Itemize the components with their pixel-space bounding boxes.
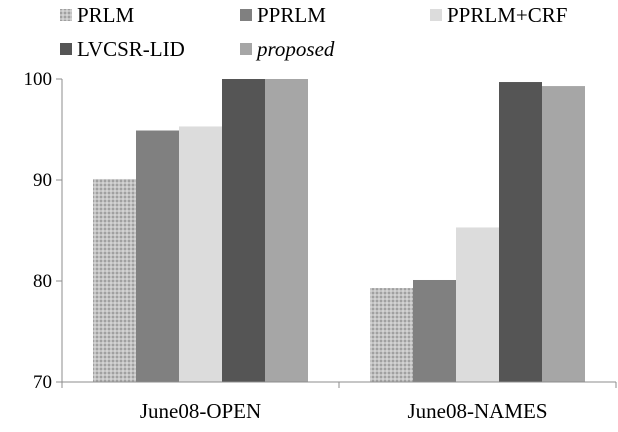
legend-swatch-proposed bbox=[240, 43, 252, 55]
legend-swatch-lvcsr-lid bbox=[60, 43, 72, 55]
y-tick-label: 90 bbox=[33, 170, 52, 191]
y-axis-ticks: 70 80 90 100 bbox=[24, 69, 62, 393]
bars bbox=[93, 79, 585, 382]
bar-proposed-june08-names bbox=[542, 86, 585, 382]
legend-swatch-pprlm-crf bbox=[430, 9, 442, 21]
bar-lvcsr-lid-june08-names bbox=[499, 82, 542, 382]
y-tick-label: 80 bbox=[33, 271, 52, 292]
legend-swatch-prlm bbox=[60, 9, 72, 21]
bar-lvcsr-lid-june08-open bbox=[222, 79, 265, 382]
legend-swatch-pprlm bbox=[240, 9, 252, 21]
bar-pprlm-june08-open bbox=[136, 130, 179, 382]
legend-label-proposed: proposed bbox=[255, 37, 335, 61]
legend: PRLM PPRLM PPRLM+CRF LVCSR-LID proposed bbox=[60, 3, 567, 61]
y-tick-label: 70 bbox=[33, 372, 52, 393]
bar-prlm-june08-names bbox=[370, 288, 413, 382]
legend-label-pprlm-crf: PPRLM+CRF bbox=[447, 3, 567, 27]
bar-pprlm-crf-june08-names bbox=[456, 227, 499, 382]
category-label: June08-NAMES bbox=[408, 399, 548, 423]
bar-pprlm-june08-names bbox=[413, 279, 456, 382]
bar-prlm-june08-open bbox=[93, 178, 136, 382]
category-label: June08-OPEN bbox=[140, 399, 261, 423]
bar-proposed-june08-open bbox=[265, 79, 308, 382]
legend-label-prlm: PRLM bbox=[77, 3, 135, 27]
x-axis-ticks: June08-OPEN June08-NAMES bbox=[61, 382, 617, 423]
legend-label-pprlm: PPRLM bbox=[257, 3, 326, 27]
plot-area: 70 80 90 100 June08-OPEN June08-NAMES bbox=[24, 69, 617, 423]
legend-label-lvcsr-lid: LVCSR-LID bbox=[77, 37, 185, 61]
y-tick-label: 100 bbox=[24, 69, 53, 90]
bar-pprlm-crf-june08-open bbox=[179, 126, 222, 382]
